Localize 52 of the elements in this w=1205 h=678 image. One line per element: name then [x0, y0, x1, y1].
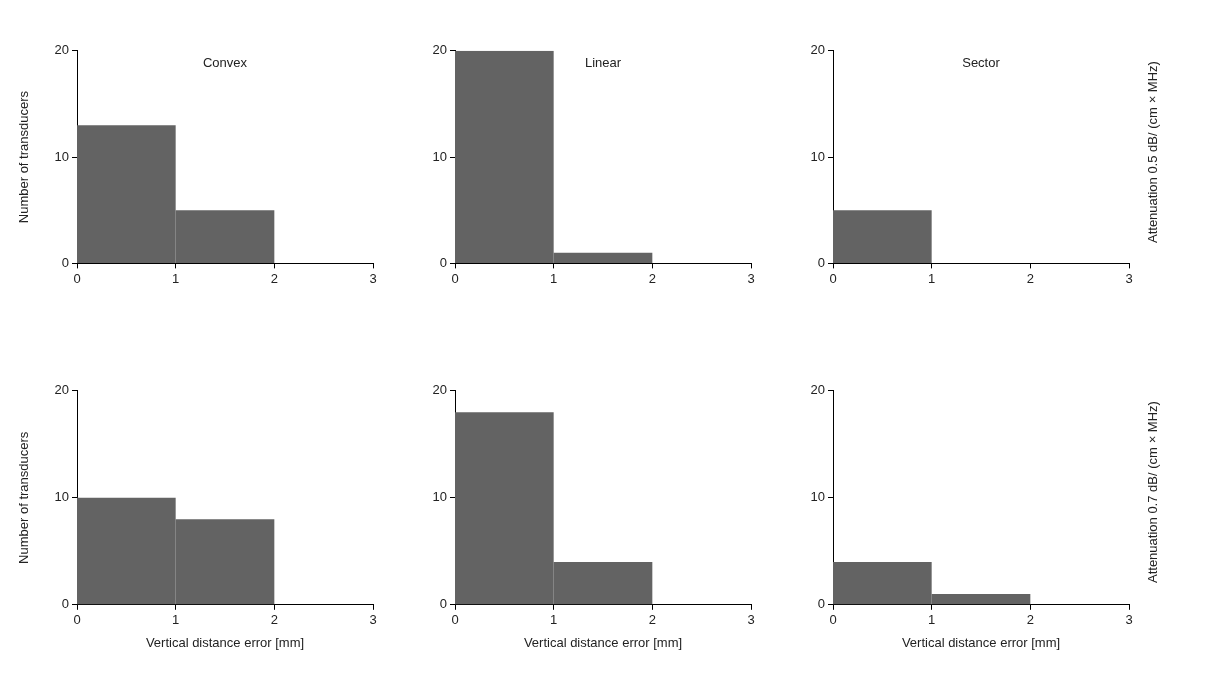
x-tick-label: 2	[270, 270, 278, 286]
x-tick-label: 1	[172, 270, 180, 286]
x-tick-label: 1	[928, 612, 936, 628]
y-tick-label: 10	[810, 148, 825, 164]
x-axis-title: Vertical distance error [mm]	[523, 634, 683, 650]
x-tick-label: 3	[369, 270, 377, 286]
y-tick-label: 20	[810, 382, 825, 398]
y-tick-label: 0	[61, 596, 69, 612]
y-tick-label: 10	[54, 489, 69, 505]
x-tick-label: 2	[270, 612, 278, 628]
y2-axis-title: Attenuation 0.7 dB/ (cm×MHz)	[1145, 400, 1160, 586]
x-tick-label: 1	[550, 612, 558, 628]
x-tick-label: 3	[747, 270, 755, 286]
x-tick-label: 2	[1026, 612, 1034, 628]
y-tick-label: 20	[432, 382, 447, 398]
x-tick-label: 1	[550, 270, 558, 286]
x-tick-label: 2	[648, 270, 656, 286]
y2-axis-title: Attenuation 0.5 dB/ (cm×MHz)	[1145, 60, 1160, 246]
x-tick-label: 0	[73, 612, 81, 628]
y-tick-label: 0	[817, 596, 825, 612]
x-tick-label: 0	[73, 270, 81, 286]
x-tick-label: 1	[928, 270, 936, 286]
y-tick-label: 10	[54, 148, 69, 164]
x-tick-label: 0	[451, 270, 459, 286]
chart-title: Sector	[962, 54, 1001, 70]
y-axis-title: Number of transducers	[16, 90, 32, 224]
y-tick-label: 0	[61, 254, 69, 270]
y-tick-label: 10	[810, 489, 825, 505]
y-tick-label: 20	[54, 42, 69, 58]
x-tick-label: 1	[172, 612, 180, 628]
y-tick-label: 20	[810, 42, 825, 58]
x-tick-label: 0	[829, 270, 837, 286]
x-tick-label: 3	[369, 612, 377, 628]
y-axis-title: Number of transducers	[16, 431, 32, 564]
y-tick-label: 0	[817, 254, 825, 270]
chart-title: Linear	[584, 54, 622, 70]
x-tick-label: 2	[1026, 270, 1034, 286]
x-tick-label: 2	[648, 612, 656, 628]
x-tick-label: 3	[747, 612, 755, 628]
x-tick-label: 3	[1125, 612, 1133, 628]
x-tick-label: 0	[451, 612, 459, 628]
y-tick-label: 20	[54, 382, 69, 398]
y-tick-label: 20	[432, 42, 447, 58]
chart-title: Convex	[202, 54, 248, 70]
x-axis-title: Vertical distance error [mm]	[145, 634, 305, 650]
x-tick-label: 0	[829, 612, 837, 628]
y-tick-label: 0	[439, 596, 447, 612]
y-tick-label: 10	[432, 489, 447, 505]
y-tick-label: 0	[439, 254, 447, 270]
x-tick-label: 3	[1125, 270, 1133, 286]
y-tick-label: 10	[432, 148, 447, 164]
x-axis-title: Vertical distance error [mm]	[901, 634, 1061, 650]
